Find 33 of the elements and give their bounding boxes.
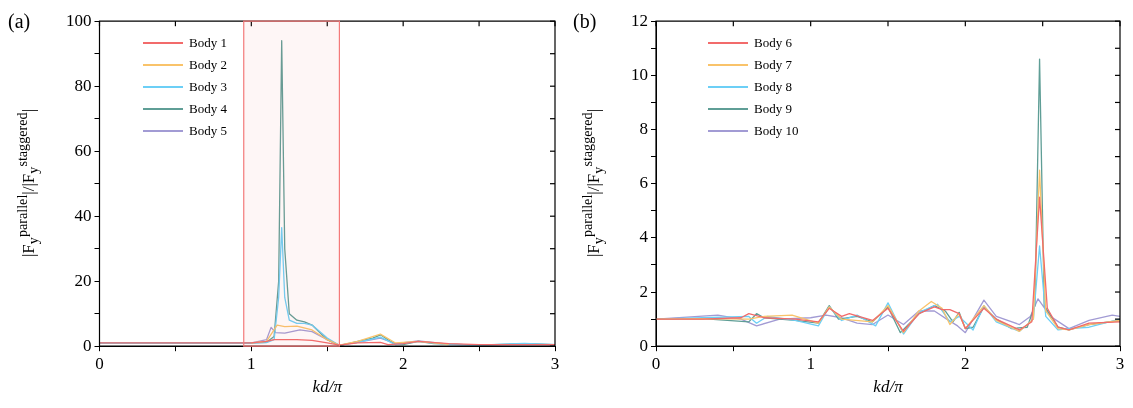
- legend-label: Body 4: [189, 101, 227, 117]
- legend-label: Body 9: [754, 101, 792, 117]
- y-tick-label: 80: [74, 75, 92, 95]
- y-tick-label: 0: [83, 335, 92, 355]
- y-tick-label: 12: [631, 10, 648, 30]
- x-tick-label: 2: [961, 353, 970, 373]
- legend-label: Body 3: [189, 79, 227, 95]
- y-tick-label: 100: [66, 10, 92, 30]
- legend-label: Body 6: [754, 35, 792, 51]
- chart-title: (a): [8, 10, 31, 33]
- x-tick-label: 1: [806, 353, 815, 373]
- legend-label: Body 7: [754, 57, 792, 73]
- x-tick-label: 3: [1115, 353, 1125, 373]
- y-tick-label: 0: [639, 335, 648, 355]
- legend-label: Body 5: [189, 123, 227, 139]
- y-tick-label: 2: [639, 281, 648, 301]
- y-tick-label: 6: [639, 173, 648, 193]
- y-tick-label: 10: [631, 64, 648, 84]
- legend-label: Body 8: [754, 79, 792, 95]
- legend-label: Body 2: [189, 57, 227, 73]
- y-tick-label: 40: [74, 205, 92, 225]
- x-tick-label: 3: [550, 353, 560, 373]
- legend-label: Body 10: [754, 123, 799, 139]
- legend-label: Body 1: [189, 35, 227, 51]
- x-axis-title: kd/π: [873, 377, 904, 397]
- x-tick-label: 2: [398, 353, 408, 373]
- x-axis-title: kd/π: [312, 377, 343, 397]
- chart-title: (b): [573, 10, 597, 33]
- y-tick-label: 8: [639, 119, 648, 138]
- y-tick-label: 60: [74, 140, 92, 160]
- x-tick-label: 1: [247, 353, 256, 373]
- y-tick-label: 4: [639, 227, 649, 247]
- y-tick-label: 20: [74, 270, 92, 290]
